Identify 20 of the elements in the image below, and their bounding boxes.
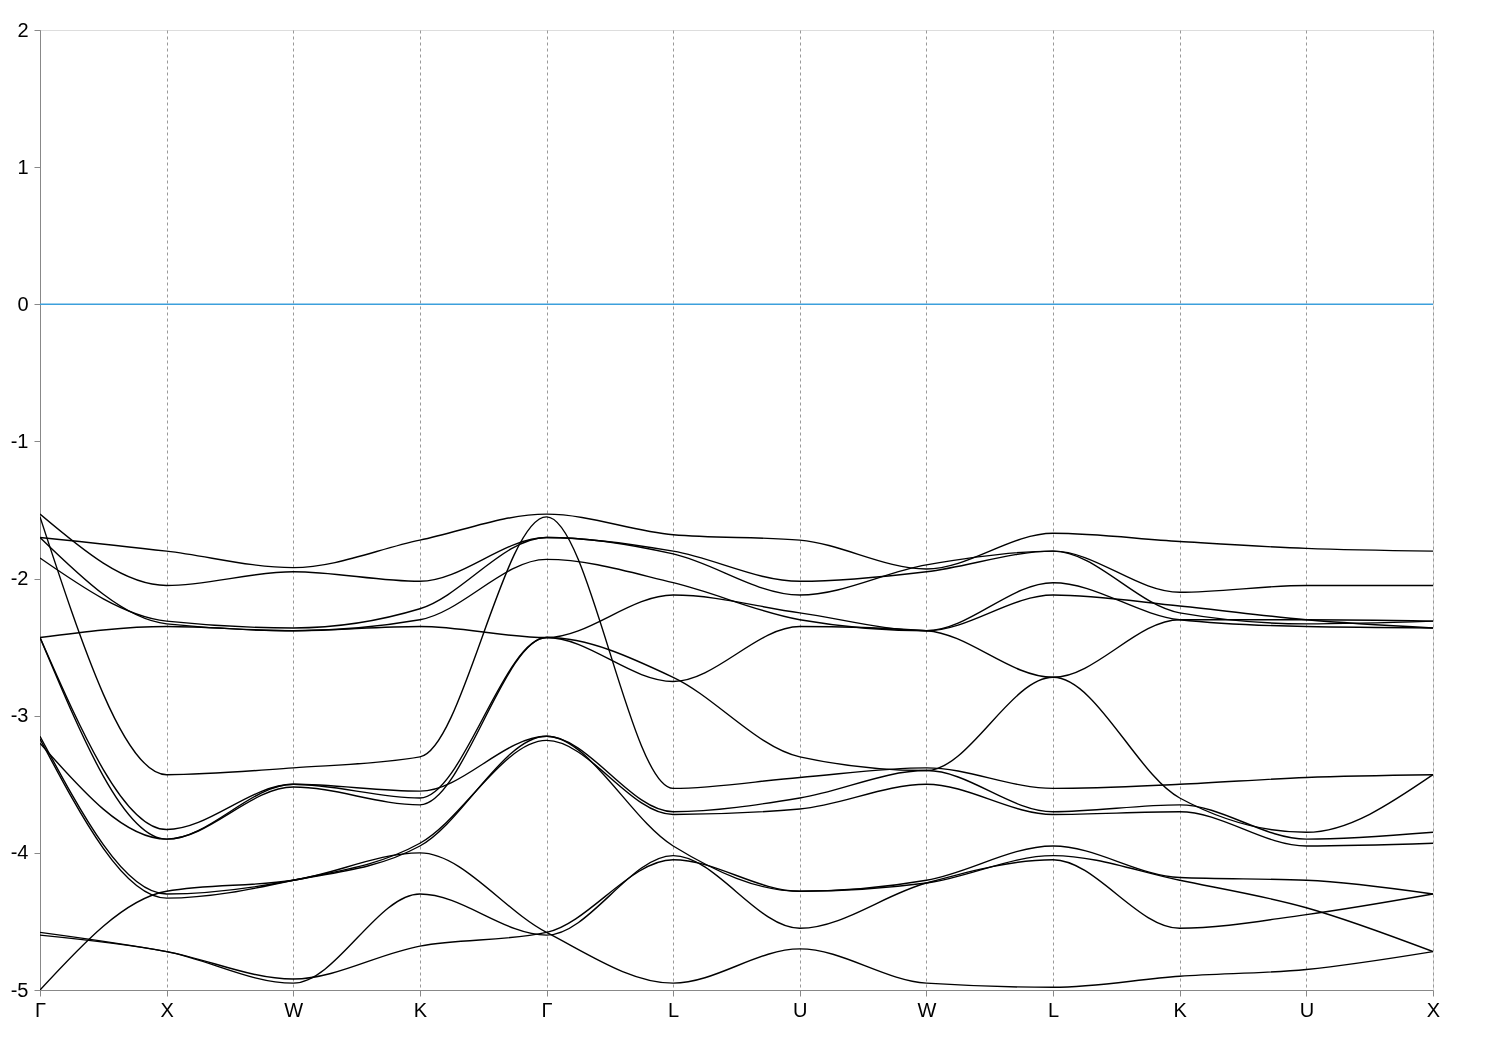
y-tick-label: 2 — [17, 18, 29, 41]
x-tick-label: K — [1173, 998, 1188, 1021]
x-tick-label: Γ — [541, 998, 553, 1021]
x-tick-label: L — [1048, 998, 1060, 1021]
y-tick-label: -4 — [10, 841, 29, 864]
x-tick-label: U — [1299, 998, 1315, 1021]
y-tick-label: -3 — [10, 704, 29, 727]
x-tick-label: U — [793, 998, 808, 1021]
x-tick-label: X — [1426, 998, 1441, 1021]
y-tick-label: 1 — [17, 155, 29, 178]
y-tick-label: -5 — [10, 978, 29, 1001]
x-tick-label: K — [413, 998, 428, 1021]
x-tick-label: W — [284, 998, 304, 1021]
x-tick-label: Γ — [34, 998, 47, 1021]
y-tick-label: 0 — [17, 292, 29, 315]
x-tick-label: W — [917, 998, 937, 1021]
y-tick-label: -2 — [10, 567, 29, 590]
x-tick-label: X — [160, 998, 174, 1021]
x-tick-label: L — [668, 998, 680, 1021]
y-tick-label: -1 — [10, 429, 29, 452]
